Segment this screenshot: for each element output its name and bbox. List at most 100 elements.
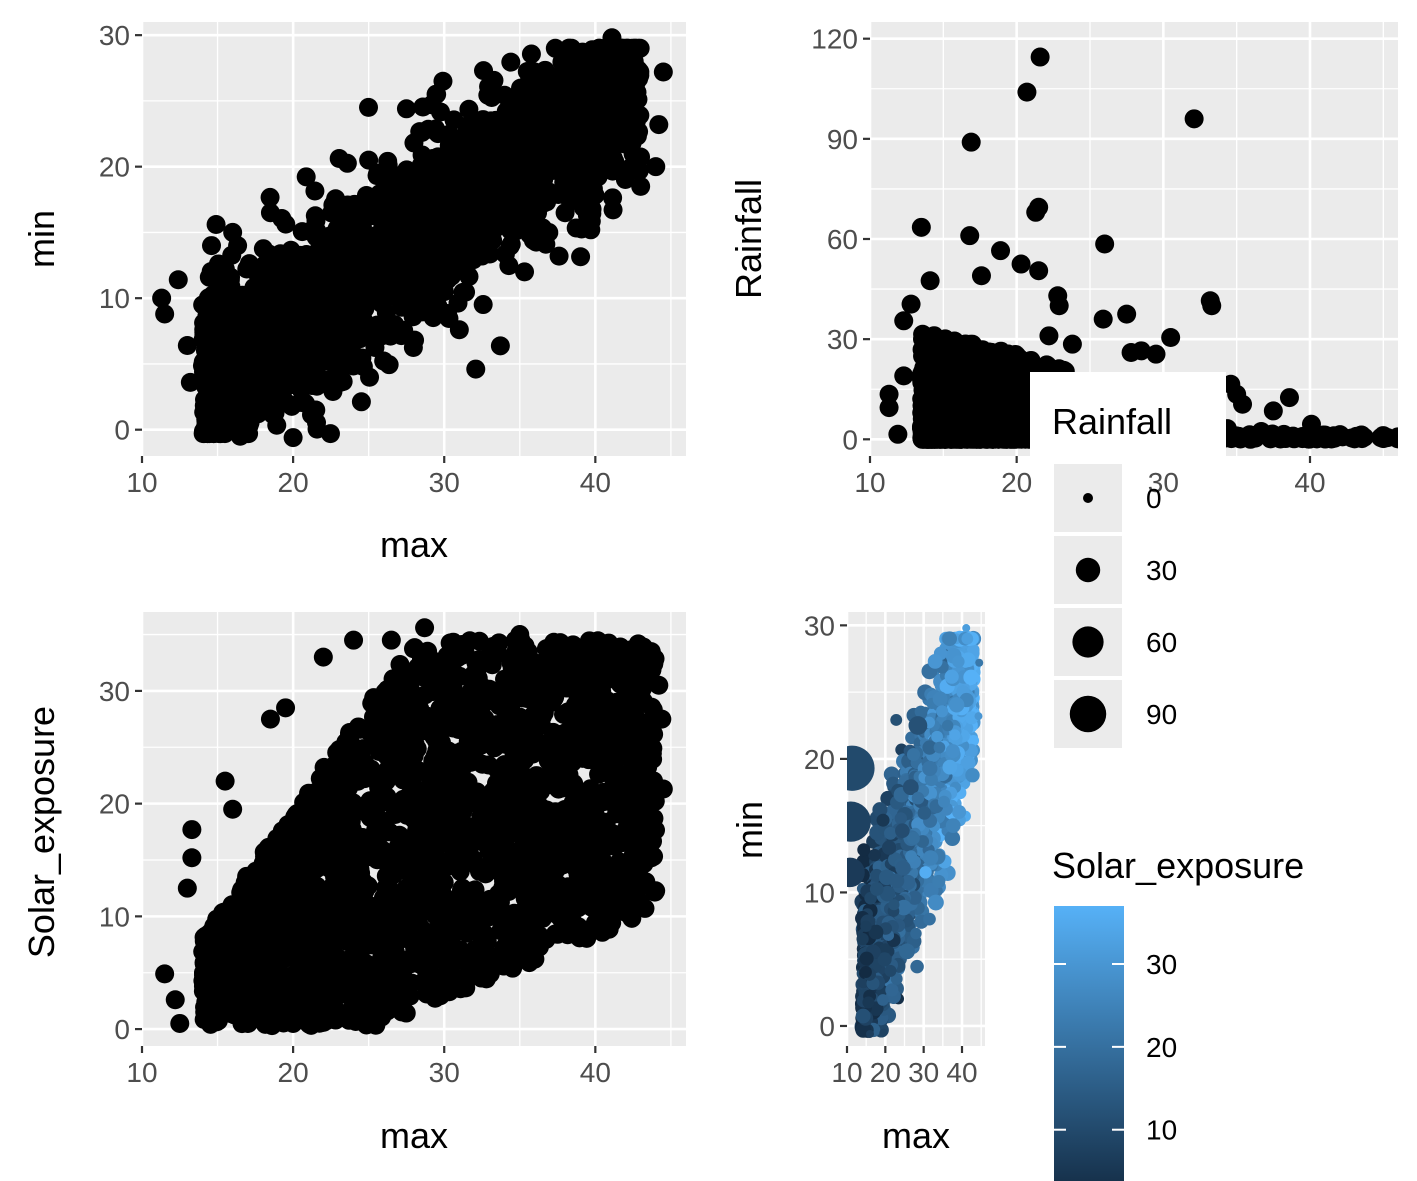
point: [540, 158, 560, 178]
point: [588, 142, 608, 162]
data-point: [1233, 394, 1253, 414]
point: [237, 259, 257, 279]
data-point: [894, 311, 914, 331]
point: [565, 159, 585, 179]
point: [458, 202, 478, 222]
point: [928, 359, 948, 379]
point: [568, 67, 588, 87]
data-point: [1095, 234, 1115, 254]
point: [573, 197, 593, 217]
data-point: [230, 426, 250, 446]
point: [341, 339, 361, 359]
point: [1001, 405, 1021, 425]
point: [477, 227, 497, 247]
point: [391, 326, 411, 346]
point: [522, 80, 542, 100]
point: [462, 225, 482, 245]
y-tick-label: 120: [811, 24, 858, 55]
point: [374, 351, 394, 371]
data-point: [1279, 388, 1299, 408]
point: [520, 224, 540, 244]
data-point: [1011, 254, 1031, 274]
point: [478, 85, 498, 105]
point: [203, 397, 223, 417]
point-cloud: [193, 630, 666, 1036]
point: [1006, 428, 1026, 448]
x-tick-label: 40: [1294, 467, 1325, 498]
data-point: [474, 61, 494, 81]
data-point: [649, 115, 669, 135]
point: [403, 337, 423, 357]
point: [921, 429, 941, 449]
point: [450, 132, 470, 152]
point: [280, 314, 300, 334]
point: [603, 148, 623, 168]
data-point: [1117, 304, 1137, 324]
point: [323, 202, 343, 222]
data-point: [1049, 296, 1069, 316]
data-point: [223, 222, 243, 242]
point: [379, 268, 399, 288]
point: [267, 415, 287, 435]
point: [976, 428, 996, 448]
point: [246, 278, 266, 298]
point: [497, 198, 517, 218]
point: [302, 259, 322, 279]
point: [376, 303, 396, 323]
point: [922, 344, 942, 364]
data-point: [961, 132, 981, 152]
point: [196, 334, 216, 354]
point: [201, 261, 221, 281]
point: [919, 398, 939, 418]
point: [585, 98, 605, 118]
x-tick-label: 20: [278, 467, 309, 498]
point: [378, 151, 398, 171]
point: [625, 38, 645, 58]
data-point: [1301, 414, 1321, 434]
point: [194, 319, 214, 339]
point: [385, 218, 405, 238]
point: [585, 185, 605, 205]
point: [219, 302, 239, 322]
point: [601, 123, 621, 143]
data-point: [525, 62, 545, 82]
point: [296, 167, 316, 187]
point: [320, 424, 340, 444]
data-point: [549, 246, 569, 266]
data-point: [1146, 344, 1166, 364]
data-point: [646, 157, 666, 177]
point: [504, 95, 524, 115]
data-point: [1029, 261, 1049, 281]
point: [201, 363, 221, 383]
point: [215, 424, 235, 444]
point: [206, 215, 226, 235]
point: [305, 181, 325, 201]
x-tick-label: 10: [126, 467, 157, 498]
data-point: [991, 241, 1011, 261]
data-point: [911, 217, 931, 237]
data-point: [168, 270, 188, 290]
point: [431, 174, 451, 194]
point: [571, 247, 591, 267]
point: [263, 324, 283, 344]
data-point: [879, 398, 899, 418]
point: [426, 268, 446, 288]
point: [260, 265, 280, 285]
point: [519, 163, 539, 183]
data-point: [260, 203, 280, 223]
point: [924, 328, 944, 348]
point: [1007, 350, 1027, 370]
data-point: [1184, 109, 1204, 129]
point: [525, 138, 545, 158]
point: [407, 180, 427, 200]
data-point: [581, 220, 601, 240]
point: [960, 343, 980, 363]
point: [393, 190, 413, 210]
point: [412, 242, 432, 262]
data-point: [971, 266, 991, 286]
point: [311, 295, 331, 315]
data-point: [283, 428, 303, 448]
point: [238, 358, 258, 378]
